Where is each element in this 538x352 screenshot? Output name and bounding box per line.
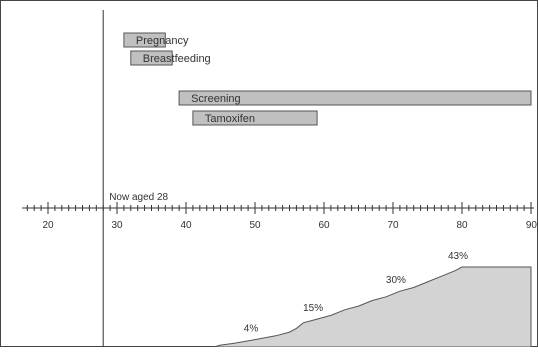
bar-label-pregnancy: Pregnancy	[136, 35, 189, 47]
annotation-15pct: 15%	[303, 303, 323, 314]
bars-layer: Pregnancy Breastfeeding Screening Tamoxifen	[123, 32, 532, 126]
tick-label-50: 50	[249, 220, 261, 231]
cumulative-area-layer	[213, 266, 532, 348]
tick-label-20: 20	[42, 220, 54, 231]
tick-label-40: 40	[180, 220, 192, 231]
tick-label-90: 90	[526, 220, 538, 231]
annotation-43pct: 43%	[448, 251, 468, 262]
bar-label-breastfeeding: Breastfeeding	[143, 53, 211, 65]
cumulative-risk-area	[213, 266, 532, 348]
now-marker-label: Now aged 28	[109, 192, 168, 203]
bar-tamoxifen	[192, 110, 318, 126]
tick-label-30: 30	[111, 220, 123, 231]
age-axis: 20 30 40 50 60 70 80 90	[22, 202, 537, 231]
tick-label-70: 70	[387, 220, 399, 231]
percentage-annotations: 4% 15% 30% 43%	[244, 251, 468, 335]
annotation-30pct: 30%	[386, 275, 406, 286]
bar-label-screening: Screening	[191, 93, 241, 105]
bar-label-tamoxifen: Tamoxifen	[205, 113, 255, 125]
annotation-4pct: 4%	[244, 324, 259, 335]
tick-label-60: 60	[318, 220, 330, 231]
bar-screening	[178, 90, 532, 106]
bar-breastfeeding	[130, 50, 173, 66]
bar-pregnancy	[123, 32, 166, 48]
tick-label-80: 80	[456, 220, 468, 231]
